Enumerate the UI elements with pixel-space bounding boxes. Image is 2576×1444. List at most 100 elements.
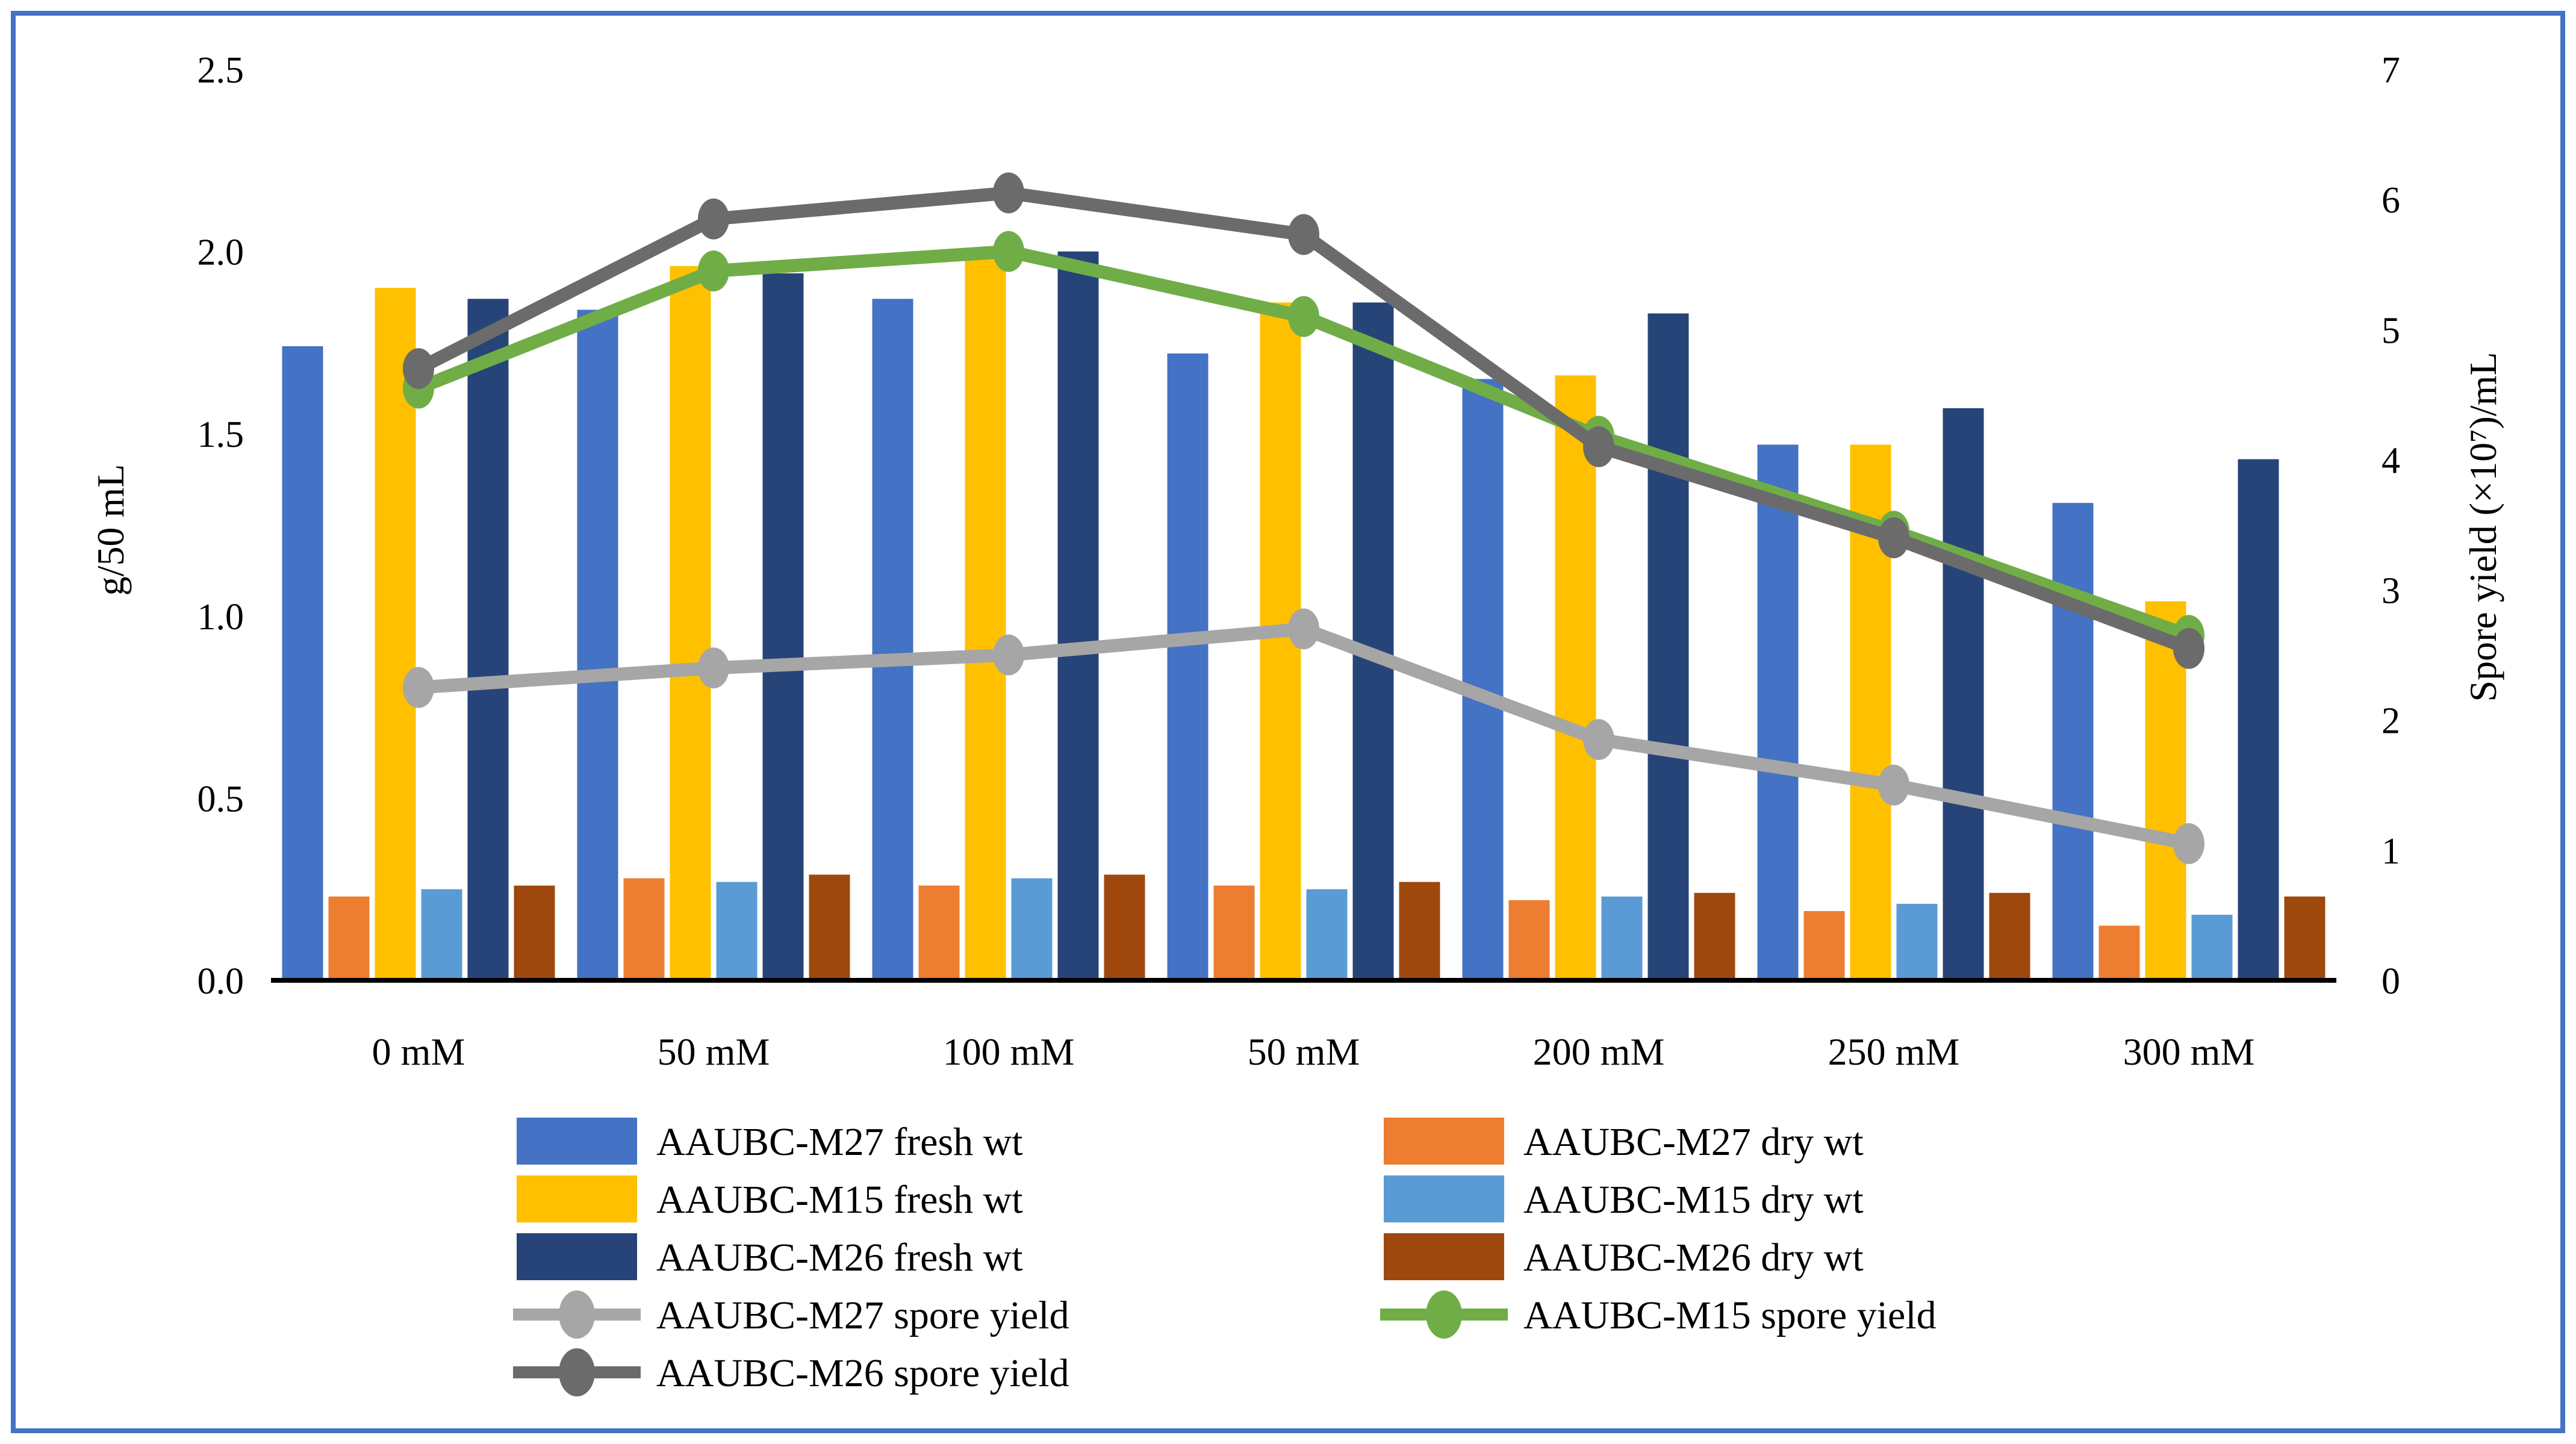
left-tick-1.0: 1.0 (198, 597, 244, 638)
category-labels: 0 mM 50 mM 100 mM 50 mM 200 mM 250 mM 300 mM (372, 1030, 2255, 1073)
bar-aaubc-m27-fresh-wt-50mM (1167, 353, 1209, 980)
bar-aaubc-m26-dry-wt-0mM (514, 885, 555, 980)
left-tick-0.5: 0.5 (198, 779, 244, 820)
marker-aaubc-m26-spore-yield-100mM (993, 172, 1024, 214)
bar-aaubc-m15-fresh-wt-200mM (1555, 375, 1596, 980)
right-tick-0: 0 (2382, 961, 2400, 1002)
legend: AAUBC-M27 fresh wt AAUBC-M15 fresh wt AAUB… (513, 1118, 1937, 1396)
marker-aaubc-m15-spore-yield-50mM (1288, 296, 1319, 337)
bar-aaubc-m27-dry-wt-0mM (328, 896, 370, 980)
axes-layer: 0.0 0.5 1.0 1.5 2.0 2.5 0 1 2 3 4 5 6 7 0 mM 50 mM 100… (89, 50, 2504, 1073)
legend-label-aaubc-m15-fresh-wt: AAUBC-M15 fresh wt (656, 1178, 1023, 1222)
right-tick-1: 1 (2382, 831, 2400, 872)
legend-swatch-aaubc-m26-dry-wt (1384, 1233, 1504, 1280)
bar-aaubc-m27-dry-wt-50mM (1213, 885, 1255, 980)
category-label-0mM: 0 mM (372, 1030, 465, 1073)
marker-aaubc-m27-spore-yield-50mM (698, 647, 729, 689)
right-tick-3: 3 (2382, 571, 2400, 612)
right-axis-title: Spore yield (×10⁷)/mL (2462, 352, 2504, 702)
bar-aaubc-m15-dry-wt-200mM (1601, 896, 1643, 980)
bar-aaubc-m26-fresh-wt-0mM (467, 299, 509, 980)
bar-aaubc-m15-dry-wt-50mM (1306, 889, 1348, 980)
category-label-100mM: 100 mM (943, 1030, 1075, 1073)
right-tick-4: 4 (2382, 440, 2400, 481)
bar-aaubc-m27-fresh-wt-200mM (1462, 379, 1504, 980)
category-label-50mM: 50 mM (1248, 1030, 1360, 1073)
marker-aaubc-m26-spore-yield-300mM (2173, 627, 2204, 669)
legend-label-aaubc-m27-fresh-wt: AAUBC-M27 fresh wt (656, 1120, 1023, 1164)
marker-aaubc-m26-spore-yield-50mM (1288, 214, 1319, 255)
marker-aaubc-m27-spore-yield-200mM (1583, 719, 1614, 761)
bar-aaubc-m26-fresh-wt-250mM (1943, 408, 1984, 980)
legend-swatch-aaubc-m27-dry-wt (1384, 1118, 1504, 1165)
bar-aaubc-m26-dry-wt-300mM (2284, 896, 2326, 980)
bar-aaubc-m27-dry-wt-200mM (1508, 900, 1550, 980)
bar-aaubc-m15-dry-wt-100mM (1011, 878, 1053, 980)
legend-label-aaubc-m27-dry-wt: AAUBC-M27 dry wt (1523, 1120, 1864, 1164)
bar-aaubc-m26-dry-wt-50mM (1399, 882, 1440, 980)
bar-aaubc-m15-dry-wt-0mM (421, 889, 462, 980)
left-tick-1.5: 1.5 (198, 414, 244, 455)
bar-aaubc-m27-dry-wt-250mM (1803, 911, 1845, 980)
bar-aaubc-m27-fresh-wt-0mM (282, 346, 323, 980)
left-tick-2.0: 2.0 (198, 232, 244, 273)
legend-label-aaubc-m27-spore-yield: AAUBC-M27 spore yield (656, 1293, 1069, 1337)
legend-label-aaubc-m15-dry-wt: AAUBC-M15 dry wt (1523, 1178, 1864, 1222)
right-tick-7: 7 (2382, 50, 2400, 91)
lines-layer (403, 172, 2204, 865)
bar-aaubc-m26-fresh-wt-50mM (762, 273, 804, 980)
left-tick-0.0: 0.0 (198, 961, 244, 1002)
bar-aaubc-m27-fresh-wt-100mM (872, 299, 913, 980)
right-tick-5: 5 (2382, 310, 2400, 351)
category-label-300mM: 300 mM (2123, 1030, 2255, 1073)
legend-marker-aaubc-m15-spore-yield (1426, 1290, 1462, 1339)
right-axis-ticks: 0 1 2 3 4 5 6 7 (2382, 50, 2400, 1002)
category-label-250mM: 250 mM (1828, 1030, 1960, 1073)
bar-aaubc-m27-dry-wt-50mM (623, 878, 665, 980)
bar-aaubc-m26-fresh-wt-100mM (1057, 251, 1099, 981)
left-axis-ticks: 0.0 0.5 1.0 1.5 2.0 2.5 (198, 50, 244, 1002)
figure-border (11, 11, 2565, 1433)
marker-aaubc-m27-spore-yield-0mM (403, 667, 434, 708)
legend-swatch-aaubc-m26-fresh-wt (517, 1233, 637, 1280)
legend-swatch-aaubc-m27-fresh-wt (517, 1118, 637, 1165)
category-label-50mM: 50 mM (658, 1030, 770, 1073)
legend-label-aaubc-m26-dry-wt: AAUBC-M26 dry wt (1523, 1236, 1864, 1280)
bar-aaubc-m15-dry-wt-300mM (2191, 915, 2233, 980)
marker-aaubc-m27-spore-yield-50mM (1288, 608, 1319, 650)
marker-aaubc-m27-spore-yield-250mM (1878, 764, 1909, 806)
legend-label-aaubc-m26-fresh-wt: AAUBC-M26 fresh wt (656, 1236, 1023, 1280)
bar-aaubc-m15-fresh-wt-50mM (670, 266, 711, 981)
marker-aaubc-m15-spore-yield-100mM (993, 231, 1024, 272)
marker-aaubc-m15-spore-yield-50mM (698, 251, 729, 292)
bars-layer (282, 247, 2326, 981)
bar-aaubc-m26-dry-wt-250mM (1989, 892, 2030, 980)
legend-marker-aaubc-m26-spore-yield (559, 1348, 595, 1396)
marker-aaubc-m26-spore-yield-0mM (403, 348, 434, 390)
bar-aaubc-m27-fresh-wt-300mM (2052, 503, 2094, 980)
bar-aaubc-m26-fresh-wt-50mM (1352, 302, 1394, 980)
left-axis-title: g/50 mL (89, 464, 132, 596)
bar-aaubc-m27-fresh-wt-250mM (1757, 444, 1799, 980)
bar-aaubc-m26-dry-wt-100mM (1104, 874, 1145, 980)
bar-aaubc-m26-dry-wt-200mM (1694, 892, 1735, 980)
right-tick-2: 2 (2382, 701, 2400, 742)
bar-aaubc-m27-dry-wt-300mM (2098, 926, 2140, 980)
category-label-200mM: 200 mM (1533, 1030, 1665, 1073)
bar-aaubc-m15-dry-wt-50mM (716, 882, 758, 980)
marker-aaubc-m27-spore-yield-300mM (2173, 823, 2204, 865)
bar-aaubc-m15-dry-wt-250mM (1896, 903, 1938, 980)
marker-aaubc-m26-spore-yield-200mM (1583, 426, 1614, 467)
bar-aaubc-m26-fresh-wt-200mM (1647, 313, 1689, 980)
left-tick-2.5: 2.5 (198, 50, 244, 91)
bar-aaubc-m26-dry-wt-50mM (809, 874, 850, 980)
marker-aaubc-m26-spore-yield-50mM (698, 198, 729, 240)
legend-marker-aaubc-m27-spore-yield (559, 1290, 595, 1339)
bar-aaubc-m26-fresh-wt-300mM (2238, 459, 2279, 980)
marker-aaubc-m27-spore-yield-100mM (993, 634, 1024, 676)
bar-aaubc-m15-fresh-wt-100mM (965, 247, 1006, 981)
marker-aaubc-m26-spore-yield-250mM (1878, 517, 1909, 559)
legend-label-aaubc-m26-spore-yield: AAUBC-M26 spore yield (656, 1351, 1069, 1395)
